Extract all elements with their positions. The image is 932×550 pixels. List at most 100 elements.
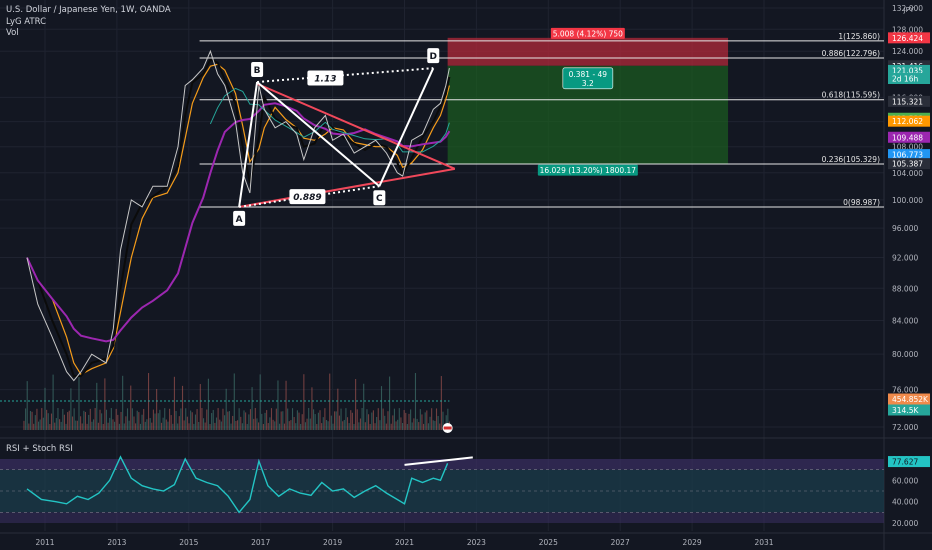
price-value-label: 115.321: [892, 97, 923, 106]
volume-bar: [403, 410, 405, 430]
volume-bar: [380, 386, 383, 430]
volume-bar: [442, 411, 444, 430]
volume-bar: [183, 420, 185, 430]
volume-bar: [96, 382, 98, 430]
volume-bar: [267, 423, 269, 430]
volume-bar: [160, 422, 163, 430]
volume-bar: [282, 411, 284, 430]
volume-bar: [39, 419, 41, 430]
volume-bar: [188, 423, 190, 430]
volume-bar: [37, 421, 40, 430]
volume-bar: [68, 410, 70, 430]
rsi-axis-tick: 60.000: [892, 476, 918, 485]
volume-bar: [112, 419, 114, 430]
stop-loss-zone: [447, 37, 729, 66]
volume-bar: [84, 411, 87, 430]
volume-bar: [181, 385, 184, 430]
volume-bar: [447, 408, 449, 430]
time-axis-tick: 2021: [395, 538, 414, 547]
volume-bar: [269, 417, 271, 430]
volume-bar: [60, 421, 62, 430]
indicator-atrc-label[interactable]: LyG ATRC: [6, 16, 47, 27]
volume-bar: [290, 420, 292, 430]
harmonic-ratio-label: 1.13: [314, 75, 336, 85]
harmonic-leg-cd: [378, 67, 435, 187]
price-value-label: 106.773: [892, 151, 923, 160]
volume-bar: [156, 388, 158, 430]
volume-bar: [141, 414, 143, 430]
volume-bar: [342, 421, 344, 430]
volume-bar: [165, 419, 167, 430]
volume-bar: [172, 423, 174, 430]
volume-bar: [437, 415, 439, 430]
volume-bar: [133, 416, 135, 430]
volume-bar: [413, 418, 415, 430]
volume-bar: [55, 418, 57, 430]
time-axis-tick: 2025: [539, 538, 558, 547]
price-value-badge: [888, 115, 930, 127]
stop-label: 5.008 (4.12%) 750: [553, 29, 623, 38]
volume-bar: [280, 411, 282, 430]
volume-bar: [236, 420, 239, 430]
target-label: 16.029 (13.20%) 1800.17: [540, 166, 637, 175]
volume-bar: [401, 422, 404, 430]
volume-bar: [304, 422, 307, 430]
volume-bar: [29, 410, 32, 430]
fib-level-label: 1(125.860): [838, 32, 880, 41]
volume-bar: [185, 408, 187, 430]
volume-bar: [92, 419, 95, 430]
volume-value-label: 454.852K: [892, 395, 929, 404]
volume-bar: [368, 414, 370, 430]
symbol-title[interactable]: U.S. Dollar / Japanese Yen, 1W, OANDA: [6, 5, 171, 15]
volume-bar: [146, 419, 148, 430]
rsi-panel-title[interactable]: RSI + Stoch RSI: [6, 444, 73, 454]
time-axis-tick: 2019: [323, 538, 342, 547]
volume-bar: [291, 408, 294, 430]
volume-bar: [177, 423, 179, 430]
volume-bar: [76, 420, 78, 430]
volume-bar: [36, 408, 38, 430]
volume-bar: [398, 408, 400, 430]
volume-bar: [196, 409, 198, 430]
volume-bar: [405, 412, 407, 430]
rsi-value-badge: [888, 456, 930, 468]
volume-bar: [385, 423, 387, 430]
fib-level-label: 0.236(105.329): [822, 155, 880, 164]
price-axis-tick: 84.000: [892, 316, 918, 325]
volume-bar: [162, 417, 164, 430]
volume-bar: [376, 416, 378, 430]
indicator-volume-label[interactable]: Vol: [6, 28, 19, 38]
volume-bar: [149, 418, 151, 430]
volume-bar: [52, 374, 54, 430]
volume-bar: [118, 423, 120, 430]
price-value-badge: [888, 32, 930, 44]
time-axis-tick: 2027: [611, 538, 630, 547]
harmonic-point-box: [427, 48, 440, 64]
volume-bar: [143, 408, 145, 430]
rsi-divergence-line: [404, 456, 473, 466]
volume-bar: [313, 409, 315, 430]
volume-bar: [427, 423, 429, 430]
volume-bar: [256, 418, 258, 430]
volume-bar: [382, 408, 384, 430]
rsi-axis-tick: 40.000: [892, 498, 918, 507]
volume-bar: [329, 373, 331, 430]
volume-bar: [285, 380, 287, 430]
rsi-overbought-band: [0, 459, 884, 470]
volume-bar: [225, 388, 227, 430]
volume-bar: [374, 423, 376, 430]
volume-bar: [262, 423, 264, 430]
price-axis-tick: 80.000: [892, 350, 918, 359]
price-value-label: 109.488: [892, 133, 923, 142]
volume-bar: [204, 422, 206, 430]
volume-bar: [167, 421, 169, 430]
volume-bar: [379, 420, 381, 430]
volume-bar: [266, 410, 268, 430]
volume-bar: [258, 422, 260, 430]
price-value-badge: [888, 131, 930, 143]
volume-bar: [164, 408, 166, 430]
volume-bar: [358, 422, 360, 430]
volume-bar: [211, 413, 213, 430]
harmonic-leg-bc: [256, 81, 380, 187]
